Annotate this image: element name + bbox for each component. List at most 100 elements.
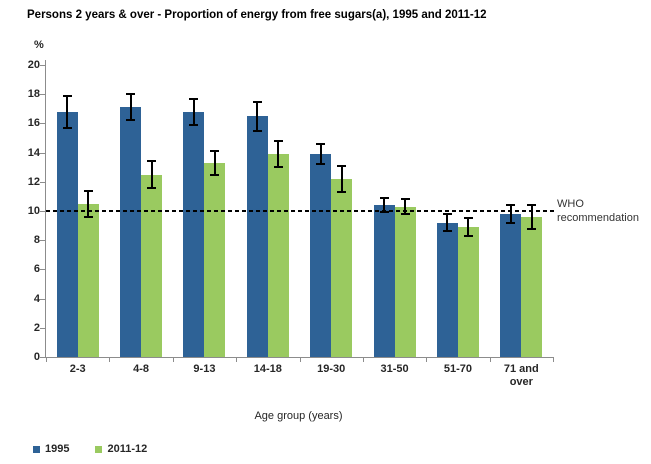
x-axis-category-label: 19-30 xyxy=(300,363,363,376)
y-axis-tick-label: 20 xyxy=(27,59,40,71)
y-axis-tick xyxy=(40,269,45,271)
error-bar xyxy=(530,205,533,229)
error-bar-cap xyxy=(83,189,93,192)
error-bar xyxy=(213,151,216,175)
x-axis-tick xyxy=(46,357,47,362)
bar-1995-4-8 xyxy=(120,107,142,357)
x-axis-category-label: 2-3 xyxy=(46,363,109,376)
error-bar-cap xyxy=(506,204,516,207)
y-axis-tick-label: 8 xyxy=(33,234,40,247)
error-bar xyxy=(446,213,449,232)
x-axis-category-label: 31-50 xyxy=(363,363,426,376)
bar-1995-71 and over xyxy=(500,213,522,357)
bar-2011-12-2-3 xyxy=(77,203,99,357)
y-axis-tick-label: 14 xyxy=(27,146,40,159)
y-axis-tick-label: 2 xyxy=(33,321,40,334)
bar-1995-19-30 xyxy=(310,154,332,357)
error-bar-cap xyxy=(337,191,347,194)
chart-title: Persons 2 years & over - Proportion of e… xyxy=(27,9,487,21)
x-axis-category-label: 51-70 xyxy=(426,363,489,376)
bar-2011-12-19-30 xyxy=(331,178,353,357)
error-bar xyxy=(150,161,153,188)
y-axis-tick xyxy=(40,181,45,183)
error-bar xyxy=(467,218,470,236)
who-recommendation-label: WHO recommendation xyxy=(557,198,639,224)
legend-swatch-1995 xyxy=(33,445,40,453)
y-axis-tick xyxy=(40,327,45,329)
error-bar-cap xyxy=(62,94,72,97)
y-axis-tick-label: 16 xyxy=(27,117,40,130)
error-bar-cap xyxy=(527,227,537,230)
y-axis-tick xyxy=(40,298,45,300)
bar-1995-9-13 xyxy=(183,111,205,357)
error-bar-cap xyxy=(273,166,283,169)
error-bar-cap xyxy=(189,97,199,100)
x-axis-tick xyxy=(172,357,174,362)
error-bar xyxy=(277,140,280,168)
error-bar-cap xyxy=(379,196,389,199)
error-bar-cap xyxy=(210,173,220,176)
x-axis-category-label: 9-13 xyxy=(173,363,236,376)
bar-2011-12-51-70 xyxy=(457,227,479,357)
error-bar-cap xyxy=(126,119,136,122)
x-axis-category-label: 4-8 xyxy=(109,363,172,376)
error-bar xyxy=(129,94,132,121)
x-axis-tick xyxy=(236,357,238,362)
bar-2011-12-9-13 xyxy=(204,162,226,357)
x-axis-category-text: 2-3 xyxy=(69,363,86,375)
legend-label-1995: 1995 xyxy=(45,443,70,455)
y-axis-tick xyxy=(40,94,45,96)
error-bar-cap xyxy=(147,186,157,189)
y-axis-tick-label: 0 xyxy=(33,351,40,363)
x-axis-tick xyxy=(553,357,554,362)
y-axis-tick-label: 12 xyxy=(27,175,40,188)
error-bar-cap xyxy=(273,139,283,142)
x-axis-category-text: 14-18 xyxy=(253,363,282,375)
x-axis-category-label: 14-18 xyxy=(236,363,299,376)
legend: 1995 2011-12 xyxy=(33,443,147,455)
y-axis-tick-label: 4 xyxy=(33,292,40,305)
error-bar xyxy=(87,190,90,217)
x-axis-category-text: 19-30 xyxy=(317,363,346,375)
error-bar-cap xyxy=(252,129,262,132)
error-bar-cap xyxy=(463,217,473,220)
error-bar-cap xyxy=(252,100,262,103)
y-axis-unit-label: % xyxy=(34,39,44,51)
y-axis-tick xyxy=(40,123,45,125)
error-bar-cap xyxy=(316,163,326,166)
x-axis-category-text: 31-50 xyxy=(380,363,409,375)
x-axis-category-text: 71 and over xyxy=(503,363,539,388)
error-bar-cap xyxy=(400,212,410,215)
error-bar xyxy=(509,205,512,223)
x-axis-category-text: 4-8 xyxy=(133,363,150,375)
y-axis-tick-label: 6 xyxy=(33,263,40,276)
bar-2011-12-31-50 xyxy=(394,206,416,357)
y-axis-tick-label: 10 xyxy=(27,205,40,217)
error-bar-cap xyxy=(126,93,136,96)
y-axis-tick xyxy=(40,211,45,212)
bar-1995-31-50 xyxy=(373,205,395,357)
error-bar-cap xyxy=(463,234,473,237)
bar-1995-2-3 xyxy=(56,111,78,357)
x-axis-tick xyxy=(426,357,428,362)
error-bar-cap xyxy=(400,198,410,201)
x-axis-category-text: 9-13 xyxy=(193,363,216,375)
x-axis-tick xyxy=(489,357,491,362)
bar-1995-14-18 xyxy=(246,116,268,357)
error-bar xyxy=(319,143,322,165)
error-bar-cap xyxy=(210,150,220,153)
error-bar-cap xyxy=(506,221,516,224)
bar-2011-12-71 and over xyxy=(521,216,543,357)
legend-swatch-2011-12 xyxy=(95,445,103,453)
error-bar-cap xyxy=(337,164,347,167)
bar-1995-51-70 xyxy=(436,222,458,357)
x-axis-tick xyxy=(362,357,364,362)
legend-item-1995: 1995 xyxy=(33,443,69,455)
error-bar xyxy=(256,101,259,131)
who-reference-line xyxy=(46,210,555,212)
y-axis-tick xyxy=(40,152,45,154)
error-bar xyxy=(192,98,195,125)
y-axis-tick xyxy=(40,357,45,358)
y-axis-tick xyxy=(40,65,45,66)
